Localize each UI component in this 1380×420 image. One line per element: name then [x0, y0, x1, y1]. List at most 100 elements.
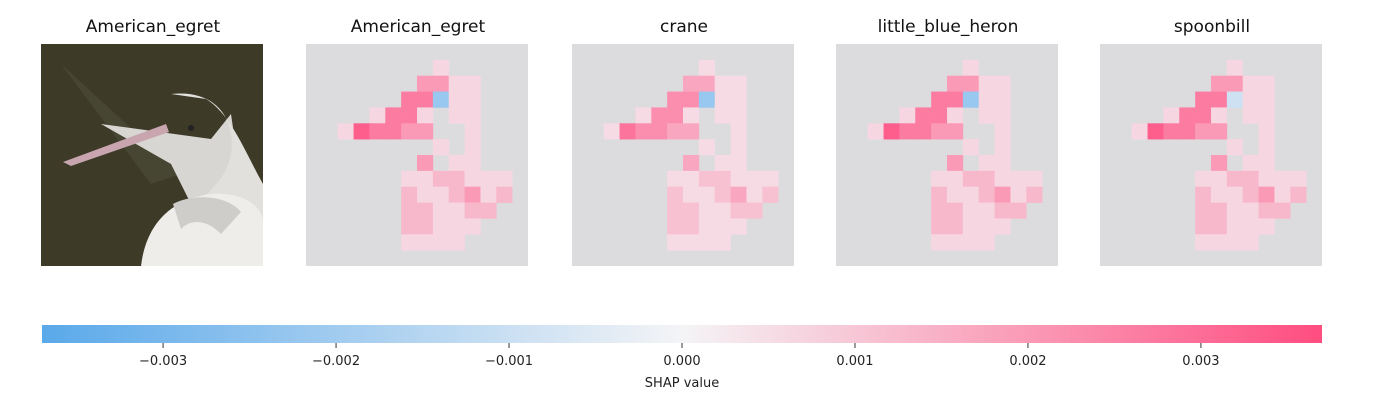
panel-title: spoonbill	[1173, 17, 1251, 37]
heatmap-cell	[448, 155, 465, 172]
heatmap-cell	[1258, 123, 1275, 140]
heatmap-cell	[401, 107, 418, 124]
heatmap-cell	[698, 218, 716, 235]
heatmap-cell	[683, 186, 700, 203]
heatmap-cell	[480, 186, 497, 203]
heatmap-cell	[464, 202, 481, 219]
heatmap-cell	[962, 139, 980, 156]
heatmap-cell	[730, 139, 747, 156]
heatmap-cell	[714, 107, 731, 124]
heatmap-cell	[1226, 234, 1244, 251]
heatmap-cell	[994, 170, 1011, 188]
heatmap-cell	[1010, 186, 1027, 203]
heatmap-cell	[714, 218, 731, 235]
heatmap-cell	[448, 107, 465, 124]
heatmap-cell	[464, 218, 481, 235]
heatmap-cell	[401, 218, 418, 235]
heatmap-cell	[1274, 170, 1291, 188]
heatmap-cell	[1242, 155, 1259, 172]
heatmap-cell	[448, 91, 465, 108]
heatmap-cell	[962, 170, 980, 188]
shap-heatmap	[1100, 44, 1322, 266]
heatmap-cell	[978, 202, 995, 219]
heatmap-cell	[1211, 234, 1228, 251]
heatmap-cell	[730, 91, 747, 108]
heatmap-cell	[947, 123, 964, 140]
heatmap-cell	[962, 234, 980, 251]
heatmap-cell	[698, 202, 716, 219]
heatmap-cell	[1258, 186, 1275, 203]
heatmap-cell	[1242, 218, 1259, 235]
panel-shap-american-egret: American_egret	[306, 10, 530, 266]
heatmap-cell	[1242, 234, 1259, 251]
heatmap-cell	[464, 155, 481, 172]
heatmap-cell	[464, 139, 481, 156]
heatmap-cell	[1226, 75, 1244, 92]
colorbar-tick-label: −0.001	[485, 354, 533, 369]
heatmap-cell	[619, 123, 636, 140]
shap-heatmap	[306, 44, 528, 266]
heatmap-cell	[1258, 139, 1275, 156]
heatmap-cell	[730, 123, 747, 140]
heatmap-cell	[683, 155, 700, 172]
heatmap-cell	[698, 170, 716, 188]
heatmap-cell	[1211, 155, 1228, 172]
heatmap-cell	[464, 123, 481, 140]
heatmap-cell	[1258, 91, 1275, 108]
heatmap-cell	[994, 155, 1011, 172]
heatmap-cell	[1179, 107, 1196, 124]
heatmap-cell	[417, 155, 434, 172]
heatmap-cell	[1147, 123, 1164, 140]
heatmap-cell	[714, 75, 731, 92]
heatmap-cell	[730, 170, 747, 188]
heatmap-cell	[947, 186, 964, 203]
heatmap-cell	[698, 139, 716, 156]
heatmap-cell	[947, 170, 964, 188]
heatmap-cell	[667, 123, 684, 140]
heatmap-cell	[385, 107, 402, 124]
heatmap-cell	[978, 218, 995, 235]
heatmap-cell	[1195, 170, 1212, 188]
heatmap-cell	[994, 202, 1011, 219]
heatmap-cell	[1242, 170, 1259, 188]
heatmap-cell	[1258, 75, 1275, 92]
heatmap-cell	[417, 218, 434, 235]
heatmap-cell	[683, 91, 700, 108]
heatmap-cell	[1274, 202, 1291, 219]
heatmap-cell	[1195, 123, 1212, 140]
heatmap-cell	[353, 123, 370, 140]
heatmap-cell	[1274, 186, 1291, 203]
heatmap-cell	[417, 234, 434, 251]
heatmap-cell	[994, 186, 1011, 203]
heatmap-cell	[915, 123, 932, 140]
heatmap-cell	[931, 186, 948, 203]
heatmap-cell	[448, 170, 465, 188]
heatmap-cell	[978, 91, 995, 108]
colorbar-tick-label: 0.001	[836, 354, 873, 369]
heatmap-cell	[464, 170, 481, 188]
colorbar-tick-label: −0.003	[139, 354, 187, 369]
heatmap-cell	[1195, 107, 1212, 124]
heatmap-cell	[635, 123, 652, 140]
heatmap-cell	[994, 107, 1011, 124]
heatmap-cell	[667, 218, 684, 235]
heatmap-cell	[1226, 186, 1244, 203]
heatmap-cell	[931, 218, 948, 235]
heatmap-cell	[1195, 202, 1212, 219]
heatmap-cell	[432, 218, 450, 235]
heatmap-cell	[762, 170, 779, 188]
heatmap-cell	[994, 139, 1011, 156]
heatmap-cell	[417, 91, 434, 108]
heatmap-cell	[883, 123, 900, 140]
heatmap-cell	[651, 107, 668, 124]
heatmap-cell	[746, 186, 763, 203]
heatmap-cell	[1242, 75, 1259, 92]
heatmap-cell	[667, 186, 684, 203]
heatmap-cell	[1242, 107, 1259, 124]
heatmap-cell	[432, 75, 450, 92]
panel-shap-spoonbill: spoonbill	[1100, 10, 1324, 266]
heatmap-cell	[401, 186, 418, 203]
heatmap-cell	[401, 202, 418, 219]
heatmap-cell	[698, 186, 716, 203]
heatmap-cell	[994, 75, 1011, 92]
